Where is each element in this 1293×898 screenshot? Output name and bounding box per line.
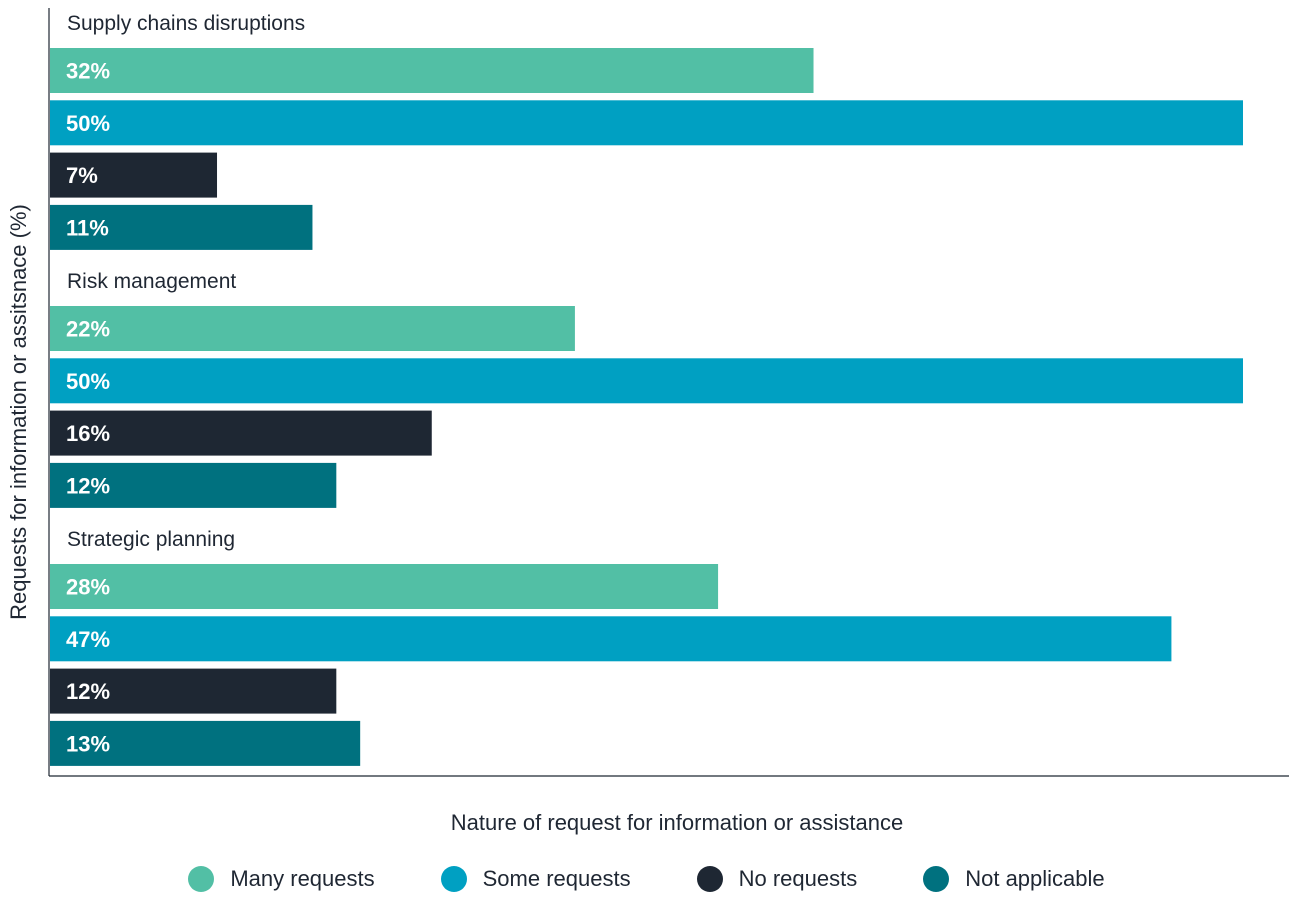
bar-value-label: 47%	[66, 627, 110, 652]
bar-value-label: 7%	[66, 163, 98, 188]
legend-item: Some requests	[440, 866, 631, 892]
bar-value-label: 32%	[66, 59, 110, 84]
legend-swatch	[923, 866, 950, 892]
bar-value-label: 16%	[66, 421, 110, 446]
legend: Many requests Some requests No requests Not…	[0, 866, 1293, 892]
x-axis-label: Nature of request for information or ass…	[451, 810, 903, 835]
legend-swatch	[696, 866, 723, 892]
bar-value-label: 50%	[66, 111, 110, 136]
legend-label: Many requests	[230, 866, 375, 891]
legend-label: Some requests	[482, 866, 631, 891]
legend-swatch	[440, 866, 467, 892]
group-label: Strategic planning	[67, 528, 235, 551]
bar	[50, 410, 432, 456]
bar-value-label: 12%	[66, 473, 110, 498]
legend-item: Many requests	[188, 866, 375, 892]
bar-value-label: 28%	[66, 575, 110, 600]
bar-value-label: 11%	[66, 215, 109, 240]
bar-value-label: 12%	[66, 679, 110, 704]
legend-item: Not applicable	[923, 866, 1105, 892]
legend-swatch	[188, 866, 215, 892]
bar-value-label: 22%	[66, 317, 110, 342]
bar	[50, 462, 337, 508]
bar	[50, 616, 1172, 662]
bar	[50, 306, 575, 351]
bar	[50, 720, 361, 766]
group-label: Risk management	[67, 270, 236, 293]
legend-item: No requests	[696, 866, 858, 892]
bar	[50, 204, 313, 250]
bar	[50, 152, 218, 198]
bar-value-label: 50%	[66, 369, 110, 394]
legend-label: No requests	[738, 866, 858, 891]
y-axis-label: Requests for information or assitsnace (…	[6, 204, 31, 620]
bars: Supply chains disruptions 32% 50% 7% 11% Risk…	[50, 12, 1243, 766]
bar	[50, 358, 1243, 404]
group-label: Supply chains disruptions	[67, 12, 305, 35]
bar	[50, 564, 719, 609]
bar	[50, 668, 337, 714]
bar	[50, 100, 1243, 146]
bar	[50, 48, 814, 93]
legend-label: Not applicable	[965, 866, 1105, 891]
bar-value-label: 13%	[66, 731, 110, 756]
